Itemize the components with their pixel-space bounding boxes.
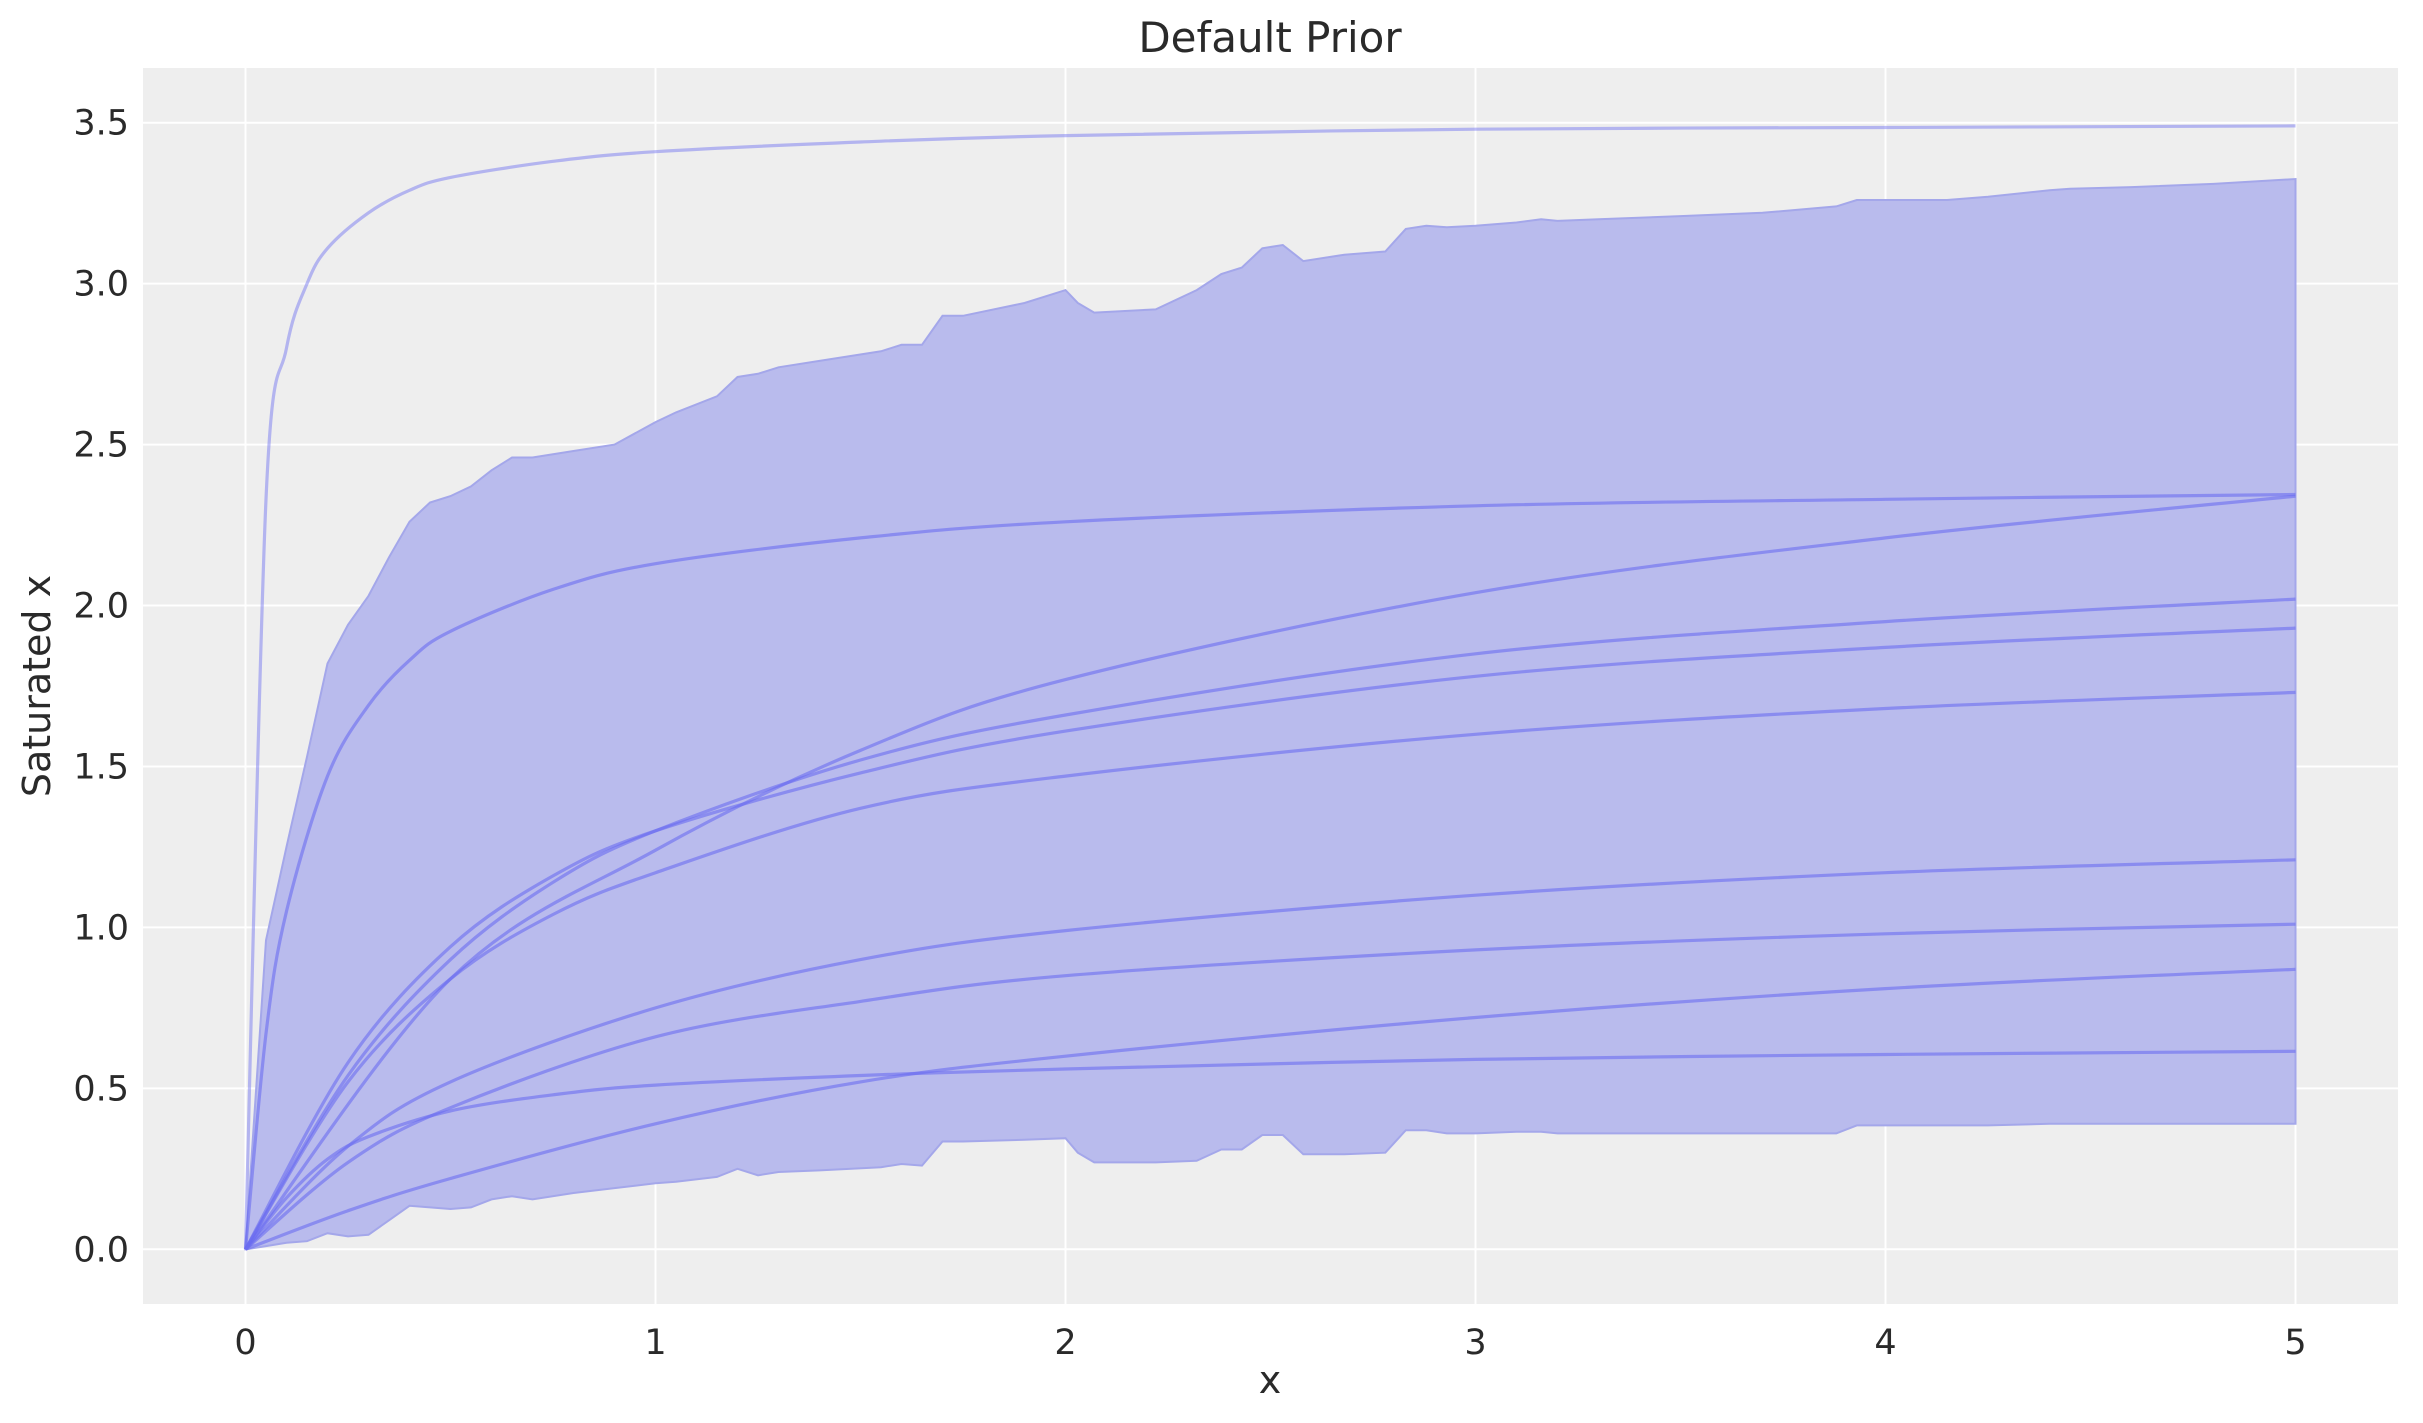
prior-sample-line [244, 967, 2296, 1251]
x-tick-label: 3 [1464, 1323, 1486, 1363]
y-tick-label: 2.0 [73, 587, 129, 627]
prior-sample-line [244, 626, 2296, 1251]
x-tick-label: 2 [1054, 1323, 1076, 1363]
y-tick-label: 3.0 [73, 265, 129, 305]
prior-sample-line [244, 1049, 2296, 1251]
x-tick-labels: 0 1 2 3 4 5 [234, 1323, 2306, 1363]
y-tick-label: 0.5 [73, 1069, 129, 1109]
prior-sample-line [243, 124, 2296, 1250]
y-tick-label: 3.5 [73, 104, 129, 144]
y-axis-label: Saturated x [15, 575, 59, 797]
prior-sample-lines [243, 124, 2296, 1251]
y-tick-label: 2.5 [73, 426, 129, 466]
x-tick-label: 5 [2284, 1323, 2306, 1363]
x-axis-label: x [1259, 1358, 1282, 1402]
chart-title: Default Prior [1138, 13, 1402, 62]
x-tick-label: 1 [644, 1323, 666, 1363]
y-tick-labels: 0.0 0.5 1.0 1.5 2.0 2.5 3.0 3.5 [73, 104, 129, 1271]
prior-sample-line [243, 492, 2296, 1250]
x-tick-label: 4 [1874, 1323, 1896, 1363]
prior-sample-line [244, 858, 2296, 1251]
prior-sample-line [244, 494, 2296, 1251]
prior-sample-line [244, 690, 2296, 1251]
x-tick-label: 0 [234, 1323, 256, 1363]
prior-sample-line [244, 597, 2296, 1251]
y-tick-label: 1.0 [73, 908, 129, 948]
y-tick-label: 0.0 [73, 1230, 129, 1270]
y-tick-label: 1.5 [73, 747, 129, 787]
